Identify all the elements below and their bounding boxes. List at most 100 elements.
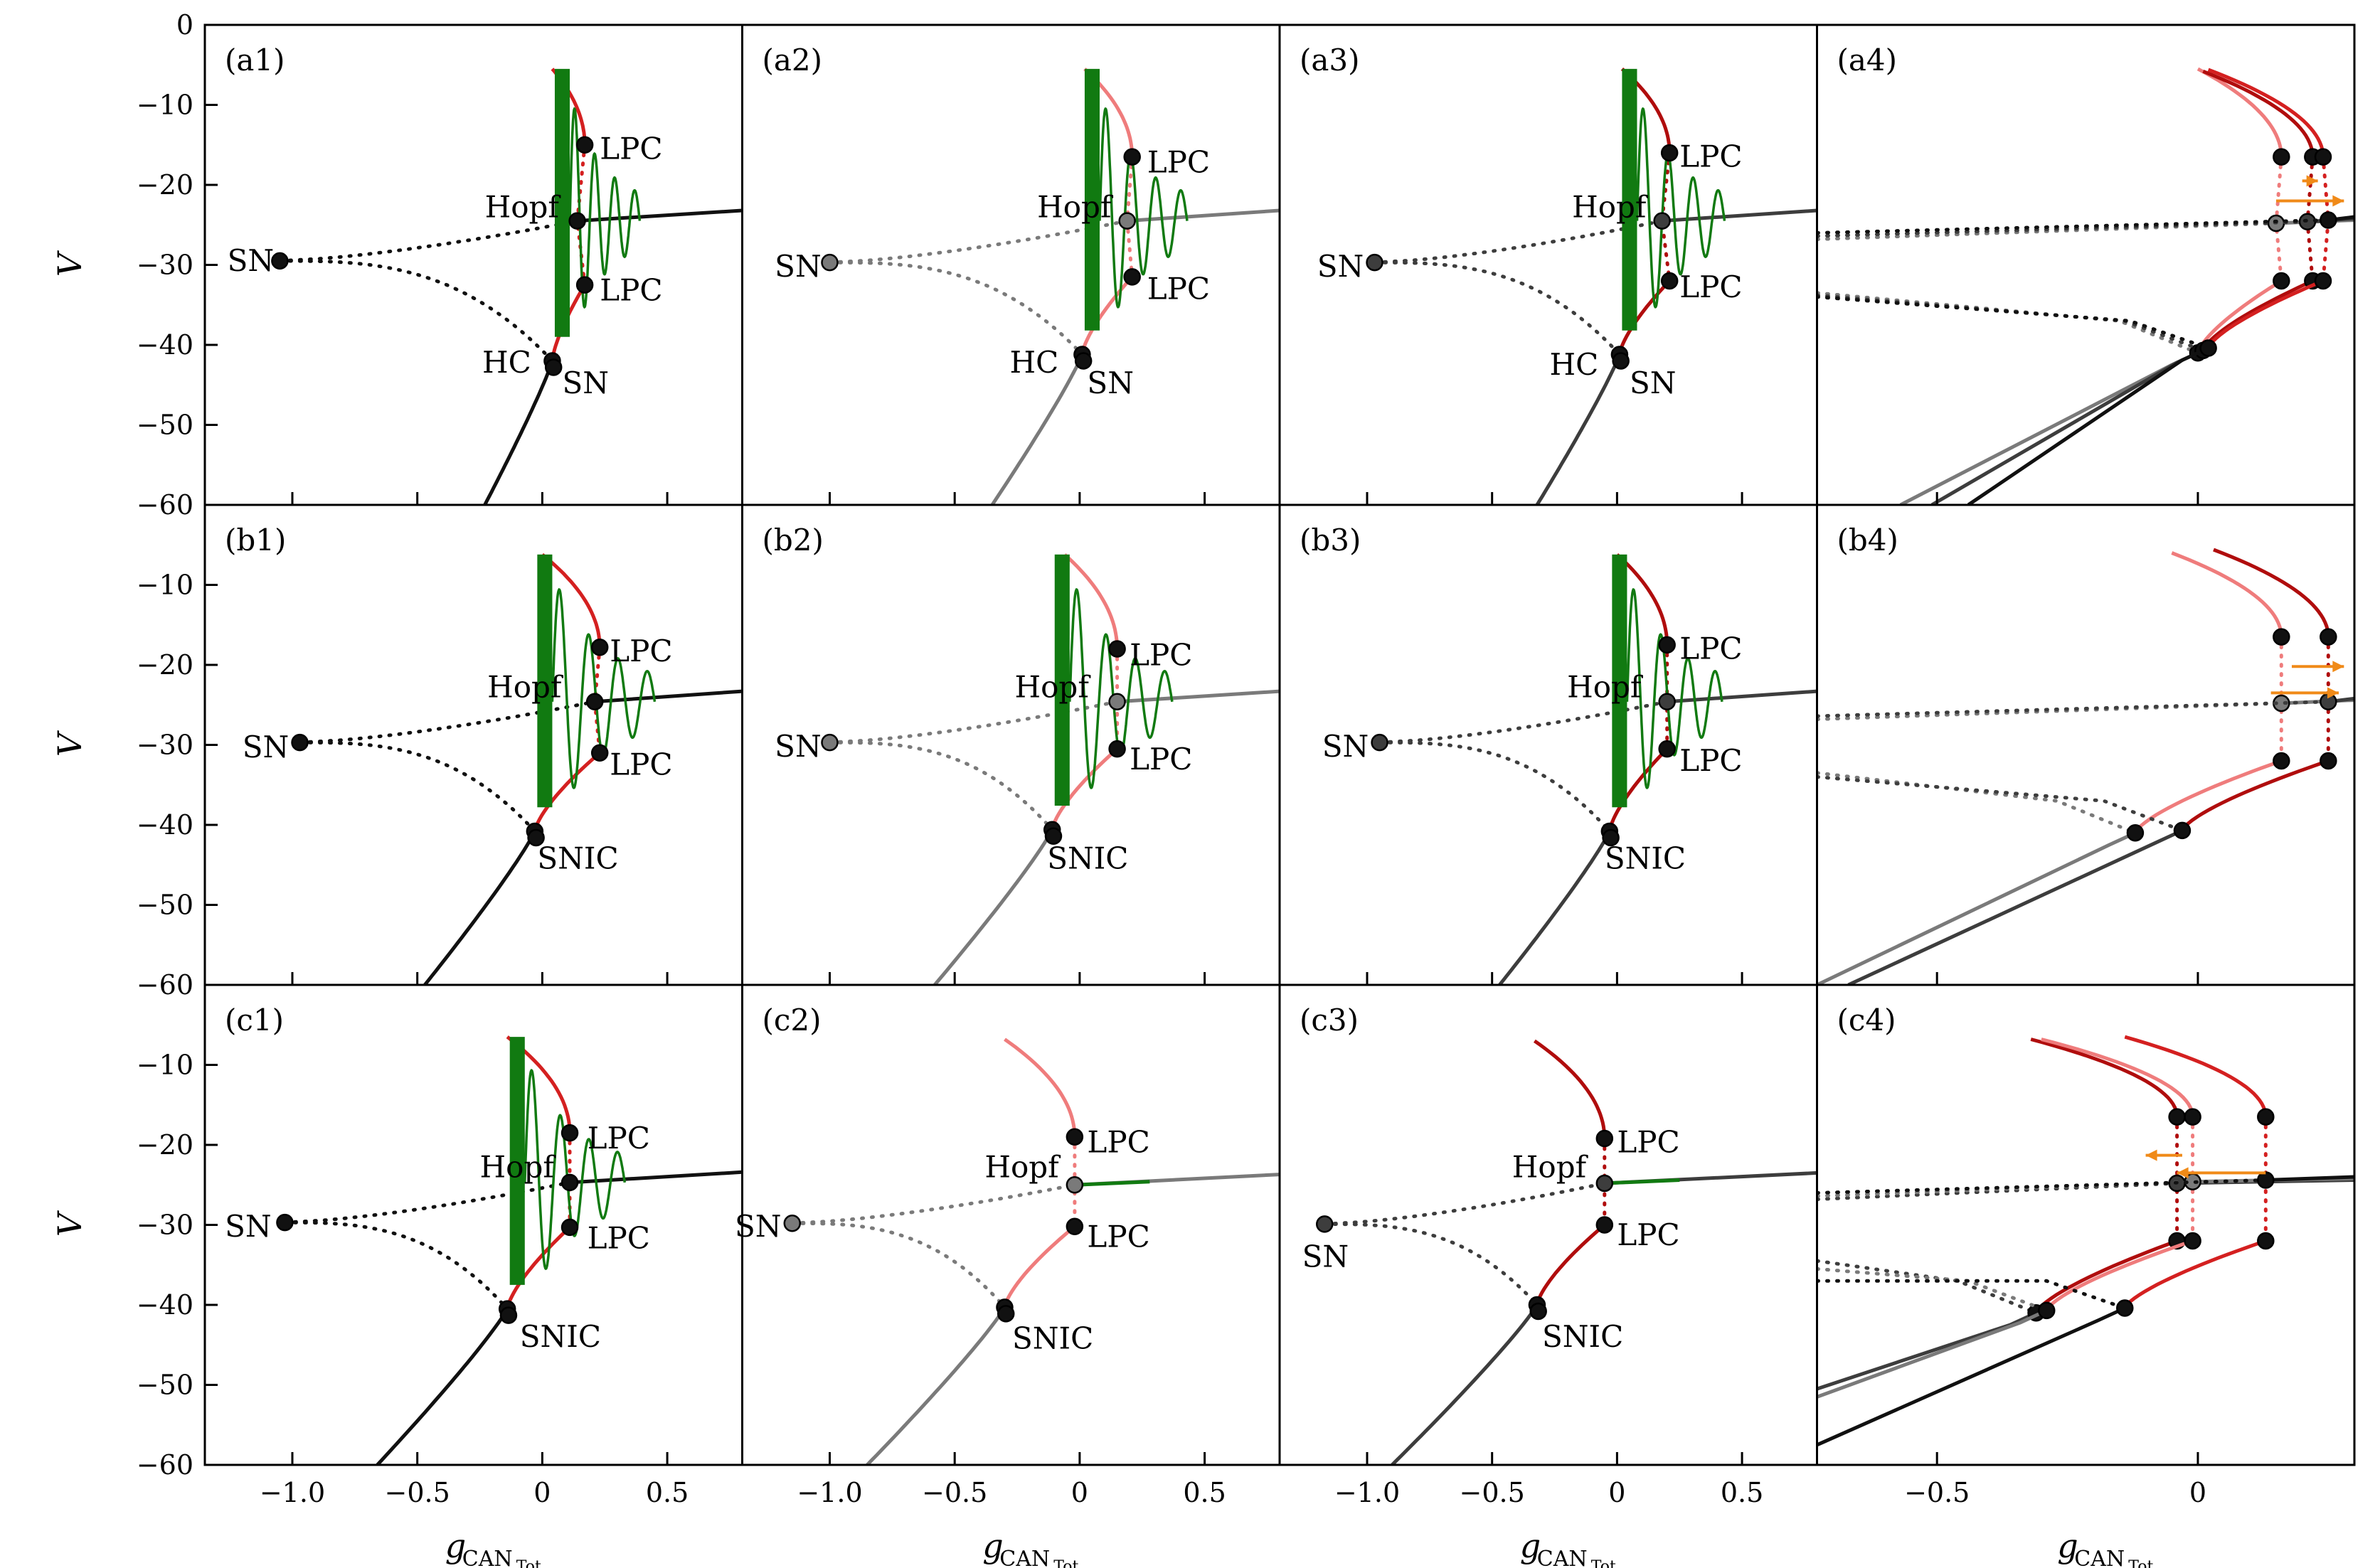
y-tick-label-0-4: −40 [137, 329, 193, 361]
stable-lower-c4-2 [1817, 1306, 2126, 1447]
unstable-lower-a4-2 [1817, 295, 2211, 350]
marker-lpc-down-c3 [1595, 1216, 1614, 1234]
marker-sn2b-a1 [544, 358, 563, 376]
marker-lpc-down-b2 [1108, 740, 1126, 758]
unstable-equilibrium-upper-b3 [1378, 700, 1669, 745]
marker-lpc-up-b4-0 [2273, 628, 2290, 646]
panel-plot-b4 [1817, 548, 2354, 985]
y-tick-label-0-3: −30 [137, 250, 193, 281]
marker-sn2b-c2 [997, 1305, 1015, 1323]
y-tick-label-1-6: −60 [137, 969, 193, 1001]
unstable-equilibrium-upper-c2 [790, 1183, 1077, 1225]
x-tick-label-3-1: 0 [2189, 1477, 2206, 1508]
marker-sn-a2 [821, 253, 839, 272]
simulation-trace-c2 [1074, 1180, 1150, 1187]
marker-hopf-a4-2 [2320, 211, 2337, 229]
annotation-c3-2: LPC [1617, 1125, 1679, 1160]
marker-sn2b-c3 [1529, 1302, 1547, 1321]
x-axis-title-2: g [1520, 1527, 1541, 1565]
panel-a1: (a1) SN Hopf LPC LPC HC SN [225, 43, 743, 505]
annotation-a2-1: Hopf [1037, 190, 1114, 225]
shift-arrowhead-a4-1 [2332, 195, 2344, 207]
simulation-trace-a1 [568, 107, 642, 309]
panel-label-a3: (a3) [1300, 43, 1360, 78]
figure-frame [203, 23, 2356, 1466]
unstable-lower-b4-1 [1817, 775, 2184, 833]
x-axis-title-sub-1: CAN [999, 1547, 1050, 1568]
limit-cycle-max-a4-2 [2207, 68, 2325, 157]
annotation-b2-3: LPC [1130, 742, 1192, 777]
y-axis: 0 −10 −20 −30 −40 −50 −60 V −10 −20 −30 −40 −50 −60 V −… [51, 9, 218, 1481]
unstable-lower-a4-1 [1817, 293, 2205, 353]
annotation-b1-3: LPC [610, 747, 672, 782]
annotation-b2-1: Hopf [1015, 670, 1092, 705]
limit-cycle-min-b3 [1608, 747, 1669, 832]
simulation-band-b1 [537, 554, 553, 808]
marker-sn2-b4-1 [2173, 821, 2192, 840]
annotation-c3-0: SN [1302, 1239, 1349, 1274]
limit-cycle-min-c4-1 [2045, 1239, 2194, 1312]
marker-sn2b-b3 [1602, 828, 1620, 847]
panel-plot-a3 [1366, 68, 1817, 505]
y-tick-label-0-0: 0 [176, 9, 193, 41]
marker-sn2b-a2 [1074, 352, 1093, 370]
marker-sn2-a4-2 [2199, 339, 2217, 357]
annotation-b3-1: Hopf [1567, 670, 1644, 705]
marker-hopf-a2 [1118, 212, 1136, 230]
unstable-lower-c4-0 [1817, 1259, 2039, 1315]
y-axis-title-1: V [51, 730, 89, 757]
unstable-equilibrium-lower-a3 [1373, 260, 1622, 356]
annotation-b3-4: SNIC [1605, 841, 1686, 875]
panel-b2: (b2) SN Hopf LPC LPC SNIC [763, 523, 1280, 985]
annotation-a2-5: SN [1087, 366, 1134, 400]
limit-cycle-min-b1 [533, 751, 601, 832]
panel-label-a4: (a4) [1837, 43, 1898, 78]
marker-sn-c1 [276, 1213, 294, 1232]
annotation-c3-1: Hopf [1512, 1150, 1589, 1185]
marker-lpc-up-b2 [1108, 640, 1126, 658]
x-tick-label-2-1: −0.5 [1460, 1477, 1525, 1508]
panel-plot-c1 [276, 1035, 743, 1465]
marker-sn-a1 [271, 252, 289, 270]
limit-cycle-max-c2 [1004, 1038, 1077, 1137]
annotation-b2-4: SNIC [1047, 841, 1128, 875]
marker-hopf-c1 [561, 1173, 579, 1192]
stable-equilibrium-upper-b1 [595, 689, 743, 704]
unstable-upper-c4-1 [1817, 1180, 2195, 1198]
stable-lower-b4-1 [1847, 828, 2183, 985]
marker-sn2b-b2 [1044, 827, 1063, 845]
unstable-lower-a4-0 [1817, 291, 2200, 355]
marker-hopf-c2 [1066, 1176, 1084, 1194]
x-tick-label-0-3: 0.5 [646, 1477, 689, 1508]
marker-lpc-up-c3 [1595, 1129, 1614, 1148]
limit-cycle-min-b4-0 [2133, 759, 2283, 834]
marker-hopf-a3 [1653, 212, 1671, 230]
marker-lpc-up-c4-1 [2184, 1108, 2201, 1126]
unstable-upper-a4-0 [1817, 221, 2278, 241]
simulation-band-b3 [1612, 554, 1627, 808]
stable-equilibrium-upper-b2 [1117, 689, 1280, 704]
simulation-band-a1 [554, 68, 570, 337]
annotation-a1-1: Hopf [485, 190, 562, 225]
unstable-equilibrium-upper-c1 [282, 1180, 572, 1225]
shift-arrowhead-a4-0 [2306, 175, 2318, 187]
y-tick-label-0-5: −50 [137, 410, 193, 441]
unstable-lower-b4-0 [1817, 771, 2137, 835]
annotation-a1-5: SN [562, 366, 609, 400]
limit-cycle-min-c4-2 [2123, 1239, 2267, 1309]
marker-hopf-b2 [1108, 693, 1126, 710]
y-tick-label-1-3: −30 [137, 730, 193, 761]
panel-c1: (c1) SN Hopf LPC LPC SNIC [225, 1003, 743, 1465]
panel-label-a2: (a2) [763, 43, 823, 78]
panel-c4: (c4) [1817, 1003, 2354, 1447]
limit-cycle-min-c2 [1003, 1225, 1076, 1308]
shift-arrowhead-b4-0 [2332, 661, 2344, 673]
unstable-equilibrium-lower-b2 [828, 740, 1054, 832]
unstable-equilibrium-upper-b2 [828, 700, 1120, 745]
panel-c3: (c3) SN Hopf LPC LPC SNIC [1300, 1003, 1817, 1465]
annotation-c1-2: LPC [588, 1121, 650, 1156]
y-tick-label-0-2: −20 [137, 169, 193, 201]
marker-lpc-down-a4-0 [2273, 272, 2290, 290]
x-axis-title-subsub-2: Tot [1591, 1558, 1616, 1568]
